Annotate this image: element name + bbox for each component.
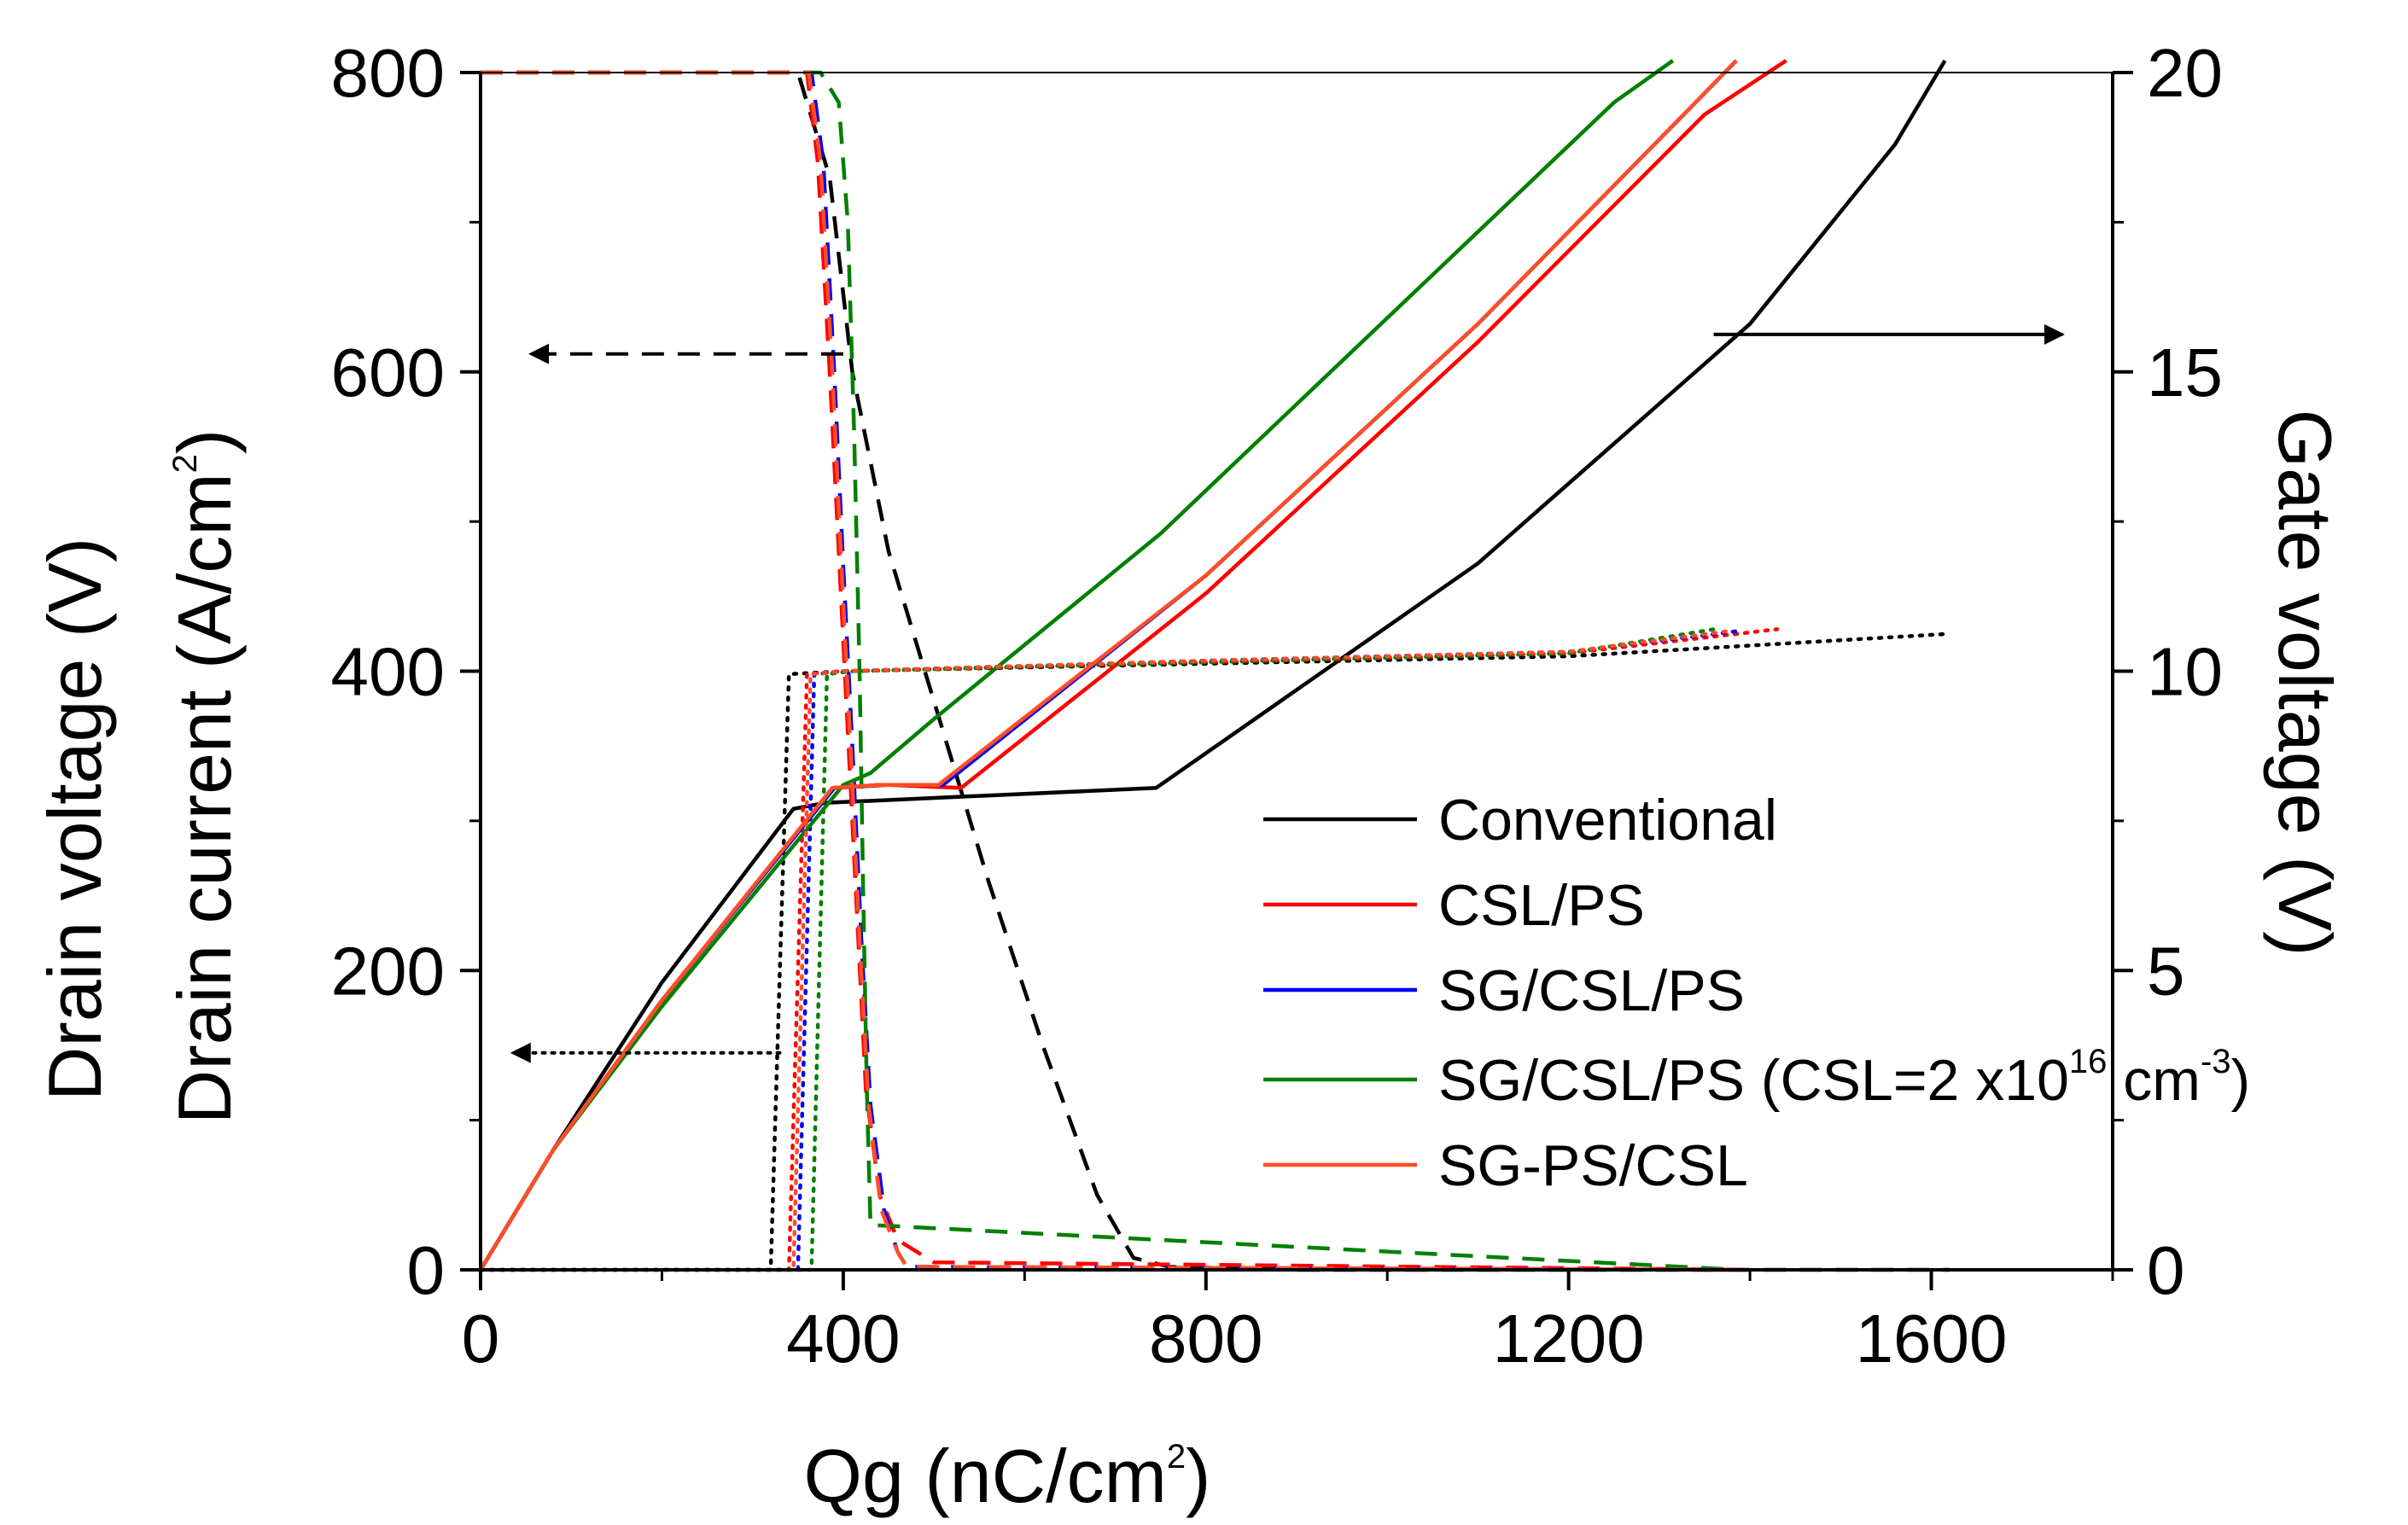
legend-2-label-text: CSL/PS	[1438, 873, 1645, 938]
legend-4-label-sup2: -3	[2201, 1043, 2231, 1080]
y-axis-left-label-line2: Drain current (A/cm2)	[162, 429, 247, 1124]
y-left-tick-label-800: 800	[331, 35, 445, 111]
y-right-tick-label-10: 10	[2147, 634, 2223, 710]
y-left-tick-label-400: 400	[331, 634, 445, 710]
series-sg-ps-csl-drain-voltage	[481, 70, 1741, 1272]
x-tick-label-1600: 1600	[1856, 1301, 2008, 1377]
x-tick-label-400: 400	[786, 1301, 900, 1377]
legend-3-label: SG/CSL/PS	[1438, 958, 1745, 1023]
legend-3-label-text: SG/CSL/PS	[1438, 958, 1745, 1023]
annotation-layer	[510, 323, 2065, 1063]
y-axis-right-label: Gate voltage (V)	[2263, 410, 2347, 957]
x-tick-label-1200: 1200	[1493, 1301, 1645, 1377]
y-left-tick-label-0: 0	[407, 1232, 446, 1308]
axes: 0 400 800 1200 1600 0 200 400 600 800 0 5 10 15 20	[331, 35, 2223, 1377]
legend-1-label: Conventional	[1438, 788, 1777, 853]
x-tick-label-0: 0	[462, 1301, 500, 1377]
series-sg-ps-csl-drain-current	[478, 628, 1735, 1272]
legend-4-label-mid: cm	[2107, 1048, 2201, 1113]
series-conventional-gate-voltage	[479, 59, 1947, 1272]
series-sg-ps-csl-gate-voltage	[479, 59, 1738, 1272]
y-right-tick-label-5: 5	[2147, 933, 2185, 1009]
y-right-tick-label-20: 20	[2147, 35, 2223, 111]
y-right-tick-label-0: 0	[2147, 1232, 2185, 1308]
y-left-tick-label-600: 600	[331, 335, 445, 410]
legend-4-label: SG/CSL/PS (CSL=2 x1016 cm-3)	[1438, 1043, 2250, 1113]
series-sg-csl-ps-csl-2-x10-16-cm-3-drain-voltage	[481, 70, 1741, 1272]
x-axis-label: Qg (nC/cm2)	[804, 1434, 1211, 1518]
legend: Conventional CSL/PS SG/CSL/PS SG/CSL/PS (CS…	[1263, 788, 2250, 1198]
legend-2-label: CSL/PS	[1438, 873, 1645, 938]
y-left-tick-label-200: 200	[331, 933, 445, 1009]
x-tick-label-800: 800	[1149, 1301, 1262, 1377]
y-right-tick-label-15: 15	[2147, 335, 2223, 410]
legend-5-label-text: SG-PS/CSL	[1438, 1133, 1748, 1198]
y-axis-left-label-line1: Drain voltage (V)	[32, 538, 117, 1101]
legend-4-label-text: SG/CSL/PS (CSL=2 x10	[1438, 1048, 2069, 1113]
legend-5-label: SG-PS/CSL	[1438, 1133, 1748, 1198]
legend-4-label-sup1: 16	[2069, 1043, 2108, 1080]
legend-1-label-text: Conventional	[1438, 788, 1777, 853]
legend-4-label-tail: )	[2231, 1048, 2251, 1113]
